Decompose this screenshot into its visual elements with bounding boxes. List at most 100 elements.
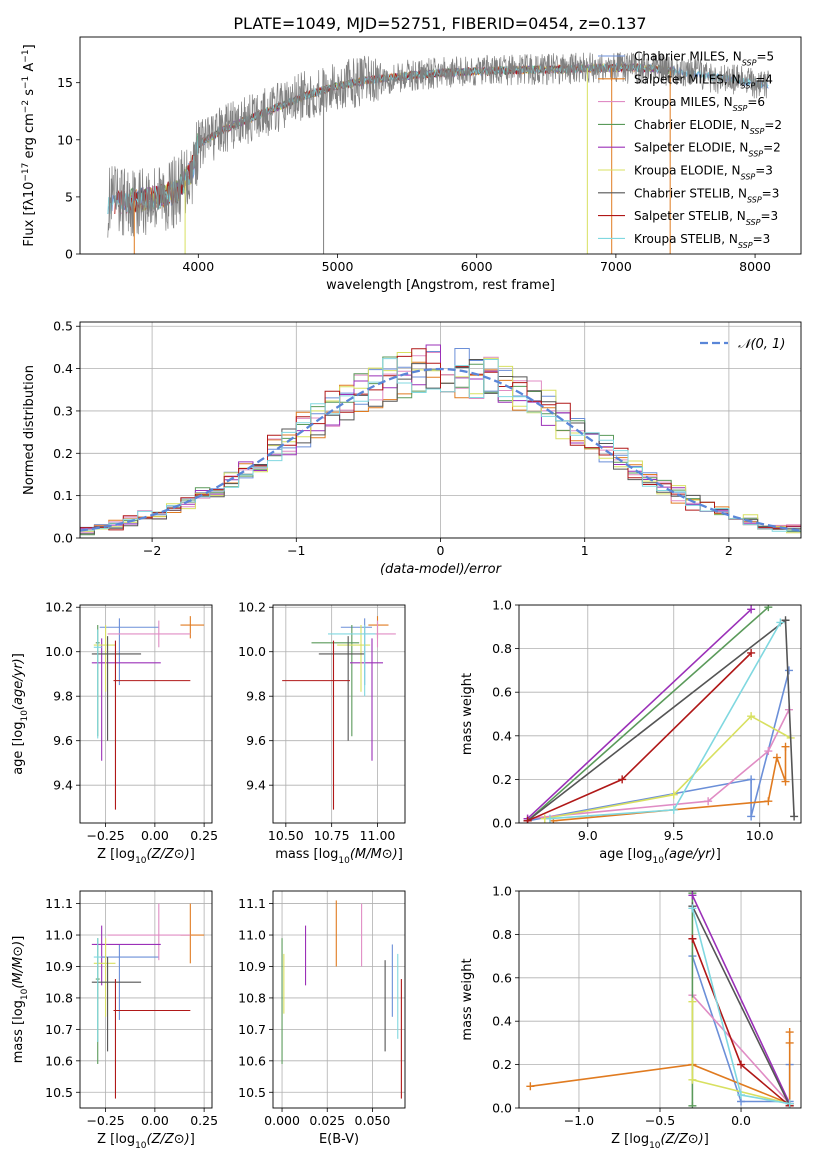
y-tick-label: 0.6 <box>492 970 512 985</box>
y-tick-label: 15 <box>57 75 73 90</box>
weight-marker <box>747 605 756 614</box>
plot-area <box>80 891 212 1108</box>
y-tick-label: 0.2 <box>492 1057 512 1072</box>
errorbar-chabrier-elodie <box>311 625 360 737</box>
x-tick-label: 0.00 <box>141 1113 169 1128</box>
errorbar-salpeter-miles <box>180 616 205 639</box>
observed-spectrum-line <box>107 52 770 238</box>
errorbar-kroupa-miles <box>107 903 191 961</box>
axes-frame <box>79 321 802 539</box>
plot-area <box>519 891 801 1108</box>
plot-area <box>80 605 212 823</box>
errorbar-chabrier-stelib <box>91 957 142 1052</box>
x-tick-label: 0.25 <box>190 828 218 843</box>
legend-label: Salpeter MILES, NSSP=4 <box>634 72 773 90</box>
weight-line <box>691 905 791 1107</box>
y-axis-label: mass weight <box>460 673 475 755</box>
weight-marker <box>737 1090 746 1099</box>
x-tick-label: −0.5 <box>645 1113 675 1128</box>
errorbar-kroupa-miles <box>107 620 191 648</box>
y-tick-label: 0.3 <box>53 403 73 418</box>
x-axis-label: Z [log10(Z/Z⊙)] <box>97 1132 195 1151</box>
y-tick-label: 11.0 <box>238 928 266 943</box>
y-tick-label: 0 <box>65 247 73 262</box>
errorbar-salpeter-elodie <box>91 638 161 761</box>
weight-series-salpeter-stelib <box>523 648 756 823</box>
weight-marker <box>688 891 697 900</box>
weight-marker <box>776 618 785 627</box>
y-axis-label: Normed distribution <box>22 365 37 495</box>
y-tick-label: 0.2 <box>492 772 512 787</box>
weight-marker <box>688 904 697 913</box>
weight-marker <box>764 605 773 612</box>
weight-marker <box>785 1099 794 1108</box>
x-tick-label: 7000 <box>600 259 632 274</box>
weight-series-kroupa-stelib <box>688 904 794 1108</box>
weight-marker <box>688 934 697 943</box>
plot-area <box>80 322 801 538</box>
y-tick-label: 10 <box>57 132 73 147</box>
y-tick-label: 9.4 <box>246 778 266 793</box>
y-tick-label: 9.6 <box>246 733 266 748</box>
plot-area <box>107 52 770 254</box>
errorbar-salpeter-miles <box>180 903 205 964</box>
legend-label: Chabrier ELODIE, NSSP=2 <box>634 118 782 136</box>
y-tick-label: 10.8 <box>238 990 266 1005</box>
x-tick-label: 10.50 <box>268 828 304 843</box>
errorbar-salpeter-elodie <box>350 638 383 761</box>
panel-spectrum: 4000 5000 6000 7000 8000 0 5 10 15 wavelength [An… <box>21 36 802 293</box>
y-tick-label: 9.4 <box>53 778 73 793</box>
weight-line <box>691 994 791 1105</box>
x-tick-label: 2 <box>725 543 733 558</box>
panel-weight-vs-age: 9.0 9.5 10.0 0.0 0.2 0.4 0.6 0.8 1.0 age [log10(a… <box>460 598 802 866</box>
panel-age-vs-mass: 10.50 10.75 11.00 9.4 9.6 9.8 10.0 10.2 mass [lo… <box>238 600 406 866</box>
y-tick-label: 9.8 <box>246 689 266 704</box>
y-tick-label: 0.1 <box>53 488 73 503</box>
x-tick-label: 9.0 <box>578 828 598 843</box>
weight-marker <box>785 1028 794 1037</box>
y-tick-label: 11.0 <box>45 928 73 943</box>
weight-series-salpeter-miles <box>549 742 790 823</box>
weight-marker <box>526 1082 535 1091</box>
x-tick-label: 8000 <box>739 259 771 274</box>
weight-marker <box>669 790 678 799</box>
weight-marker <box>669 805 678 814</box>
legend-label: Kroupa MILES, NSSP=6 <box>634 95 765 113</box>
x-tick-label: −0.25 <box>86 828 124 843</box>
weight-series-chabrier-elodie <box>523 605 773 823</box>
weight-marker <box>737 1060 746 1069</box>
x-tick-label: −1 <box>287 543 305 558</box>
plot-area <box>273 891 405 1108</box>
weight-marker <box>747 712 756 721</box>
weight-marker <box>688 1101 697 1108</box>
weight-marker <box>688 1075 697 1084</box>
weight-marker <box>764 797 773 806</box>
weight-marker <box>618 775 627 784</box>
weight-line <box>691 894 791 1105</box>
axes-frame <box>518 604 802 824</box>
y-axis-label: mass weight <box>460 958 475 1040</box>
errorbar-salpeter-stelib <box>113 640 191 810</box>
weight-line <box>527 608 752 820</box>
errorbar-kroupa-stelib <box>93 629 102 739</box>
x-tick-label: 0.0 <box>731 1113 751 1128</box>
y-axis-label: mass [log10(M/M⊙)] <box>11 936 30 1064</box>
weight-line <box>544 715 792 820</box>
errorbar-chabrier-stelib <box>91 636 142 741</box>
y-tick-label: 0.4 <box>492 728 512 743</box>
legend-label: Salpeter STELIB, NSSP=3 <box>634 209 778 227</box>
weight-marker <box>772 753 781 762</box>
axes-frame <box>518 890 802 1109</box>
weight-line <box>527 709 790 820</box>
x-tick-label: 5000 <box>322 259 354 274</box>
x-tick-label: 0.25 <box>190 1113 218 1128</box>
x-axis-label: age [log10(age/yr)] <box>599 847 721 866</box>
x-tick-label: −1.0 <box>564 1113 594 1128</box>
normal-curve <box>80 367 801 532</box>
weight-line <box>527 606 769 822</box>
y-tick-label: 1.0 <box>492 598 512 613</box>
weight-line <box>527 670 790 822</box>
axes-frame <box>79 36 802 255</box>
weight-marker <box>764 747 773 756</box>
